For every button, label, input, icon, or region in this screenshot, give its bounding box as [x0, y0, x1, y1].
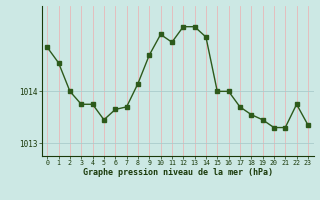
X-axis label: Graphe pression niveau de la mer (hPa): Graphe pression niveau de la mer (hPa) — [83, 168, 273, 177]
